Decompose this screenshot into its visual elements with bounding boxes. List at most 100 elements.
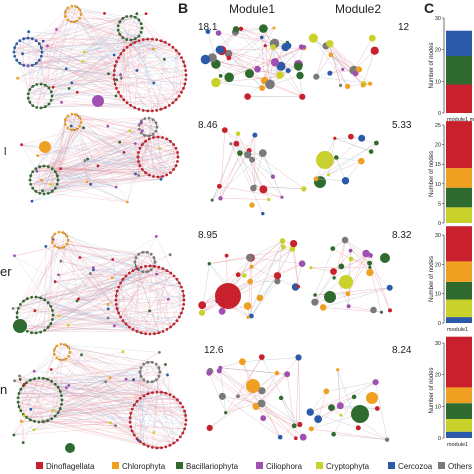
overview-node — [146, 360, 150, 364]
module-edge — [211, 134, 256, 201]
overview-edge — [47, 13, 147, 47]
overview-edge — [30, 131, 157, 185]
module-node — [259, 185, 268, 194]
overview-edge — [142, 271, 171, 328]
overview-edge — [132, 267, 142, 330]
module-node — [226, 55, 232, 61]
overview-edge — [123, 152, 174, 170]
overview-edge — [32, 171, 42, 181]
module-hub-node — [380, 253, 390, 263]
module-node — [211, 77, 221, 88]
module-edge — [250, 257, 303, 264]
overview-edge — [93, 269, 142, 333]
overview-node — [31, 186, 35, 190]
overview-edge — [18, 402, 135, 436]
overview-edge — [112, 277, 185, 301]
overview-node — [112, 53, 116, 57]
bar-segment — [446, 168, 472, 188]
overview-node — [64, 67, 68, 71]
overview-node — [18, 377, 22, 381]
overview-node — [16, 307, 20, 310]
module-node — [267, 197, 271, 202]
overview-node — [130, 429, 134, 433]
module-edges — [211, 129, 304, 214]
bar-tick-label: 10 — [435, 182, 441, 188]
module-node — [297, 421, 303, 428]
overview-edge — [23, 15, 132, 39]
overview-node — [133, 41, 137, 44]
module-node — [386, 284, 393, 291]
overview-node — [152, 81, 156, 85]
overview-node — [166, 297, 170, 301]
overview-node — [78, 16, 82, 20]
overview-node — [183, 82, 187, 86]
overview-edge — [149, 254, 171, 267]
overview-edge — [18, 247, 60, 309]
overview-edge — [57, 165, 177, 181]
overview-edge — [81, 354, 162, 448]
module-network-6 — [309, 236, 393, 314]
module-node — [285, 42, 292, 49]
module-edge — [263, 418, 281, 438]
overview-node — [146, 380, 150, 384]
overview-edge — [136, 13, 170, 45]
bar-segment — [446, 56, 472, 85]
bar-y-label: Number of nodes — [429, 367, 435, 413]
overview-edge — [130, 406, 183, 418]
column-title-module2: Module2 — [335, 2, 381, 16]
overview-edge — [130, 393, 149, 414]
overview-node — [124, 274, 128, 278]
overview-edge — [36, 7, 68, 108]
module-node — [352, 70, 359, 77]
overview-node — [67, 384, 71, 387]
overview-edge — [17, 13, 137, 79]
overview-edge — [18, 344, 66, 407]
bar-tick-label: 5 — [438, 201, 441, 207]
overview-edge — [60, 343, 166, 448]
overview-edge — [36, 29, 57, 108]
overview-edge — [17, 78, 33, 87]
module-node — [360, 83, 366, 88]
overview-edge — [156, 364, 171, 395]
overview-node — [115, 289, 119, 293]
overview-edge — [48, 302, 164, 332]
module-node — [207, 262, 211, 266]
module-edge — [316, 45, 327, 77]
overview-edge — [65, 11, 105, 14]
overview-edge — [68, 356, 181, 437]
overview-node — [65, 386, 68, 390]
overview-edge — [139, 124, 159, 138]
module-node — [276, 61, 286, 71]
overview-edge — [43, 184, 51, 195]
overview-edge — [60, 343, 160, 377]
overview-node — [30, 199, 34, 203]
overview-node — [181, 289, 185, 293]
overview-node — [16, 400, 20, 404]
module-node — [276, 71, 284, 79]
overview-node — [106, 303, 110, 306]
overview-node — [160, 390, 163, 394]
overview-node — [116, 24, 120, 28]
overview-node — [180, 311, 183, 315]
overview-node — [89, 182, 92, 186]
bar-tick-label: 20 — [435, 143, 441, 149]
overview-node — [49, 304, 53, 308]
overview-node — [153, 332, 156, 336]
overview-edge — [79, 117, 158, 128]
overview-edge — [141, 27, 157, 40]
module-node — [348, 256, 354, 262]
overview-node — [46, 419, 49, 422]
overview-node — [32, 428, 36, 432]
overview-edge — [135, 38, 162, 110]
overview-edge — [51, 39, 157, 92]
overview-edge — [57, 148, 177, 181]
module-edge — [269, 66, 299, 85]
module-hub-node — [246, 379, 260, 393]
overview-node — [135, 12, 139, 16]
overview-node — [118, 20, 122, 24]
overview-node — [22, 37, 26, 41]
overview-node — [159, 39, 163, 43]
overview-edge — [44, 246, 46, 331]
overview-edge — [48, 193, 128, 203]
overview-node — [66, 114, 70, 118]
